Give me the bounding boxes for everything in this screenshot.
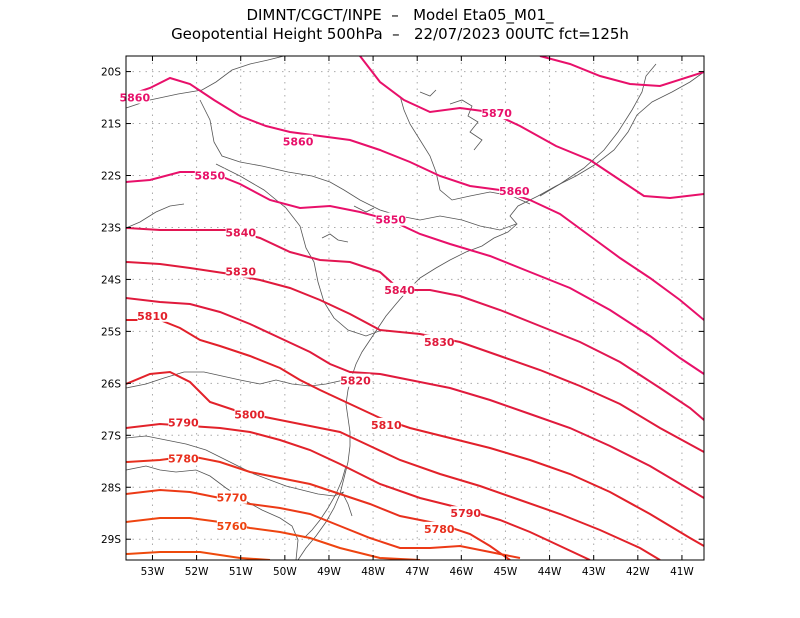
contour-label-bg — [137, 308, 168, 322]
coastline — [297, 71, 704, 560]
contour-5830 — [126, 261, 704, 453]
lon-tick-label: 42W — [626, 566, 650, 578]
state-border-ms-sp — [126, 56, 285, 109]
contour-label-bg — [168, 415, 199, 429]
contour-label: 5790 — [450, 507, 481, 520]
contour-label-bg — [424, 334, 455, 348]
state-border-pr-sc — [126, 371, 357, 389]
contour-label-bg — [234, 407, 265, 421]
lat-tick-label: 27S — [101, 430, 121, 442]
title-line-2: Geopotential Height 500hPa – 22/07/2023 … — [171, 25, 629, 43]
lat-tick-label: 23S — [101, 222, 121, 234]
lat-tick-label: 22S — [101, 171, 121, 183]
contour-label: 5780 — [424, 523, 455, 536]
lat-tick-label: 28S — [101, 482, 121, 494]
contour-5790 — [126, 422, 591, 560]
boundaries — [126, 56, 704, 560]
contour-label-bg — [225, 264, 256, 278]
lon-tick-label: 46W — [449, 566, 473, 578]
lon-tick-label: 52W — [185, 566, 209, 578]
contour-5750 — [126, 551, 271, 560]
reservoirs — [321, 89, 483, 243]
lat-tick-label: 25S — [101, 326, 121, 338]
lon-tick-label: 45W — [494, 566, 518, 578]
lat-tick-label: 24S — [101, 274, 121, 286]
lon-tick-label: 43W — [582, 566, 606, 578]
border-argentina — [126, 465, 299, 560]
contour-label-bg — [340, 373, 371, 387]
contour-label-bg — [216, 490, 247, 504]
contour-label: 5830 — [424, 336, 455, 349]
lon-tick-label: 53W — [141, 566, 165, 578]
state-border-pr-sp — [215, 163, 383, 337]
contour-label: 5760 — [217, 520, 248, 533]
contour-5810 — [126, 319, 704, 547]
lon-tick-label: 49W — [317, 566, 341, 578]
state-border-sp-mg — [199, 99, 517, 231]
contour-label-bg — [119, 90, 150, 104]
contour-label-bg — [225, 225, 256, 239]
lat-tick-label: 26S — [101, 378, 121, 390]
map-frame — [125, 55, 705, 561]
contour-label: 5800 — [234, 409, 265, 422]
contour-label: 5860 — [120, 92, 151, 105]
contour-label-bg — [194, 168, 225, 182]
contour-label: 5870 — [481, 107, 512, 120]
lon-tick-label: 47W — [405, 566, 429, 578]
contour-label: 5850 — [195, 170, 226, 183]
lon-tick-label: 51W — [229, 566, 253, 578]
contour-labels: 5870 5860 5860 5860 5850 5850 5840 5840 5830 5830… — [119, 90, 530, 536]
lat-tick-label: 29S — [101, 534, 121, 546]
contour-label: 5770 — [217, 492, 248, 505]
contour-label: 5860 — [283, 136, 314, 149]
contour-label: 5840 — [225, 227, 256, 240]
contour-label: 5860 — [499, 185, 530, 198]
contour-label: 5810 — [371, 419, 402, 432]
contour-label: 5790 — [168, 416, 199, 429]
axis-ticks: 53W 52W 51W 50W 49W 48W 47W 46W 45W 44W 43W 42W 41W 2… — [101, 56, 704, 578]
contour-label: 5810 — [137, 310, 168, 323]
contour-label-bg — [168, 451, 199, 465]
contour-label-bg — [481, 106, 512, 120]
contour-label: 5850 — [375, 214, 406, 227]
contour-5800 — [126, 370, 661, 560]
contour-label: 5820 — [340, 375, 371, 388]
title-line-1: DIMNT/CGCT/INPE – Model Eta05_M01_ — [246, 6, 554, 24]
map-title: DIMNT/CGCT/INPE – Model Eta05_M01_ Geopo… — [0, 6, 800, 44]
lon-tick-label: 41W — [670, 566, 694, 578]
contour-label: 5780 — [168, 453, 199, 466]
contour-5820 — [126, 297, 704, 499]
contour-5860-west — [126, 76, 704, 321]
lon-tick-label: 44W — [538, 566, 562, 578]
contour-label-bg — [216, 519, 247, 533]
contour-label-bg — [283, 134, 314, 148]
contour-label-bg — [384, 282, 415, 296]
contour-label-bg — [424, 521, 455, 535]
lat-tick-label: 21S — [101, 119, 121, 131]
contour-5760 — [126, 517, 421, 560]
lat-tick-label: 20S — [101, 67, 121, 79]
contour-label: 5840 — [384, 284, 415, 297]
contour-label-bg — [371, 417, 402, 431]
lon-tick-label: 48W — [361, 566, 385, 578]
state-border-mg-es — [539, 63, 657, 197]
contour-label: 5830 — [225, 266, 256, 279]
contour-label-bg — [450, 506, 481, 520]
border-paraguay — [126, 203, 185, 229]
contour-5870 — [539, 56, 704, 88]
contour-label-bg — [375, 212, 406, 226]
lon-tick-label: 50W — [273, 566, 297, 578]
contour-5870-b — [359, 56, 704, 200]
contour-label-bg — [499, 184, 530, 198]
contour-5770 — [126, 488, 521, 559]
state-border-mg-rj — [399, 95, 531, 205]
gridlines — [126, 56, 704, 560]
